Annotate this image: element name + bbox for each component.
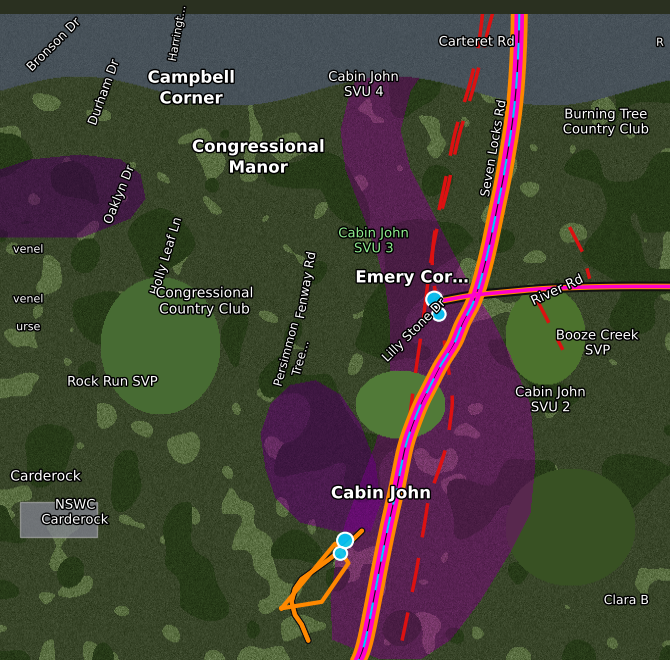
Text: Campbell
Corner: Campbell Corner bbox=[147, 69, 234, 108]
Text: Lilly Stone Dr: Lilly Stone Dr bbox=[380, 296, 448, 364]
Circle shape bbox=[337, 533, 353, 548]
Text: Clara B: Clara B bbox=[604, 594, 649, 607]
Text: Rock Run SVP: Rock Run SVP bbox=[67, 376, 158, 389]
Text: urse: urse bbox=[16, 322, 40, 332]
Text: venel: venel bbox=[13, 245, 44, 255]
Text: Carteret Rd: Carteret Rd bbox=[439, 36, 516, 49]
Text: Booze Creek
SVP: Booze Creek SVP bbox=[556, 329, 639, 357]
Text: Carderock: Carderock bbox=[10, 469, 81, 484]
Text: Fenway Rd: Fenway Rd bbox=[294, 250, 319, 320]
Text: Seven Locks Rd: Seven Locks Rd bbox=[479, 98, 509, 198]
Text: Cabin John
SVU 2: Cabin John SVU 2 bbox=[515, 386, 586, 414]
Text: Burning Tree
Country Club: Burning Tree Country Club bbox=[563, 108, 650, 137]
Text: Cabin John
SVU 4: Cabin John SVU 4 bbox=[328, 71, 399, 99]
Text: Congressional
Country Club: Congressional Country Club bbox=[155, 286, 253, 316]
Text: Cabin John
SVU 3: Cabin John SVU 3 bbox=[338, 227, 409, 255]
Text: Durham Dr: Durham Dr bbox=[86, 58, 122, 127]
Circle shape bbox=[426, 292, 442, 307]
Text: Emery Cor…: Emery Cor… bbox=[355, 269, 469, 286]
Bar bbox=[20, 502, 97, 537]
Text: Harringt…: Harringt… bbox=[168, 4, 188, 62]
Text: Persimmon
Tree…: Persimmon Tree… bbox=[271, 321, 316, 392]
Text: Holly Leaf Ln: Holly Leaf Ln bbox=[148, 215, 184, 297]
Circle shape bbox=[334, 547, 347, 560]
Text: NSWC
Carderock: NSWC Carderock bbox=[42, 499, 109, 527]
Text: Bronson Dr: Bronson Dr bbox=[25, 16, 83, 74]
Circle shape bbox=[432, 308, 446, 321]
Text: Congressional
Manor: Congressional Manor bbox=[192, 138, 324, 177]
Text: venel: venel bbox=[13, 294, 44, 304]
Text: Oaklyn Dr: Oaklyn Dr bbox=[102, 163, 137, 226]
Text: R: R bbox=[656, 38, 664, 48]
Text: River Rd: River Rd bbox=[529, 273, 586, 308]
Text: Cabin John: Cabin John bbox=[331, 484, 430, 502]
